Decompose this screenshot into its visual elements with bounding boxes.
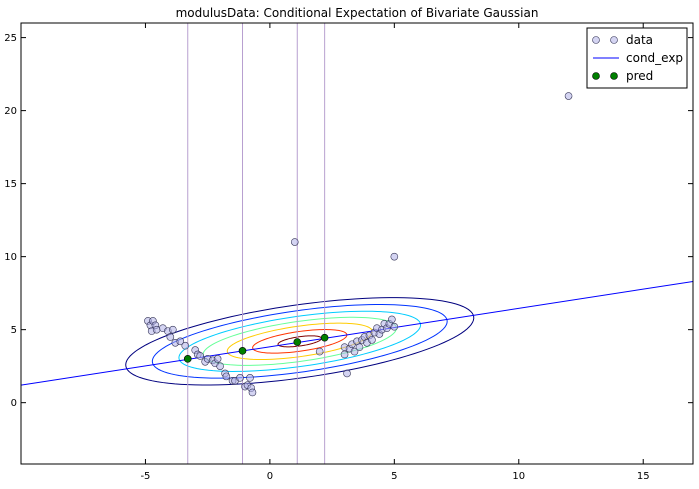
x-tick-label-0: -5 (140, 471, 150, 482)
axis-ticks: -5 0 5 10 15 0 5 10 15 20 25 (4, 23, 693, 482)
data-point-26 (236, 374, 244, 382)
chart-title: modulusData: Conditional Expectation of … (176, 6, 539, 20)
plot-frame (20, 22, 694, 465)
data-point-46 (368, 336, 376, 344)
contour-level-6 (277, 335, 323, 348)
pred-point-3 (320, 333, 329, 342)
data-point-20 (213, 355, 222, 363)
legend-marker-2-1 (610, 72, 618, 80)
data-point-12 (181, 341, 190, 350)
legend-marker-0-1 (610, 36, 618, 44)
y-tick-label-5: 25 (4, 33, 17, 44)
x-tick-label-2: 5 (391, 471, 397, 482)
legend-marker-2-0 (592, 72, 600, 80)
data-point-41 (355, 343, 364, 351)
data-point-11 (176, 337, 185, 346)
contour-level-1 (151, 303, 448, 379)
legend-label-2: pred (626, 69, 653, 83)
y-tick-label-3: 15 (4, 179, 17, 190)
legend-marker-0-0 (592, 36, 600, 44)
data-point-39 (350, 347, 359, 356)
data-point-31 (248, 388, 257, 397)
data-point-56 (390, 252, 399, 261)
y-tick-label-0: 0 (11, 398, 17, 409)
data-point-36 (343, 369, 351, 378)
pred-point-2 (293, 338, 302, 346)
data-point-15 (196, 352, 204, 360)
contour-level-5 (252, 329, 348, 354)
data-point-33 (315, 347, 324, 356)
y-tick-label-2: 10 (4, 252, 17, 263)
y-tick-label-4: 20 (4, 106, 17, 117)
data-point-23 (222, 372, 231, 381)
cond-exp-line (21, 280, 693, 386)
x-tick-label-4: 15 (637, 471, 650, 482)
pred-point-0 (183, 355, 192, 363)
x-tick-label-1: 0 (267, 471, 273, 482)
pred-point-1 (238, 347, 247, 355)
data-point-29 (246, 374, 254, 382)
legend-label-0: data (626, 33, 653, 47)
plot-area (21, 23, 693, 464)
data-point-57 (564, 92, 573, 100)
y-tick-label-1: 5 (11, 325, 17, 336)
data-point-9 (169, 325, 177, 334)
data-point-35 (340, 350, 349, 359)
data-point-32 (290, 238, 299, 246)
data-point-8 (166, 333, 175, 341)
legend-label-1: cond_exp (626, 51, 683, 65)
data-point-5 (152, 325, 161, 334)
contour-level-0 (125, 297, 475, 386)
x-tick-label-3: 10 (512, 471, 525, 482)
data-point-55 (390, 322, 399, 331)
data-point-21 (216, 362, 224, 370)
data-point-54 (388, 315, 396, 324)
contour-level-2 (178, 310, 422, 372)
